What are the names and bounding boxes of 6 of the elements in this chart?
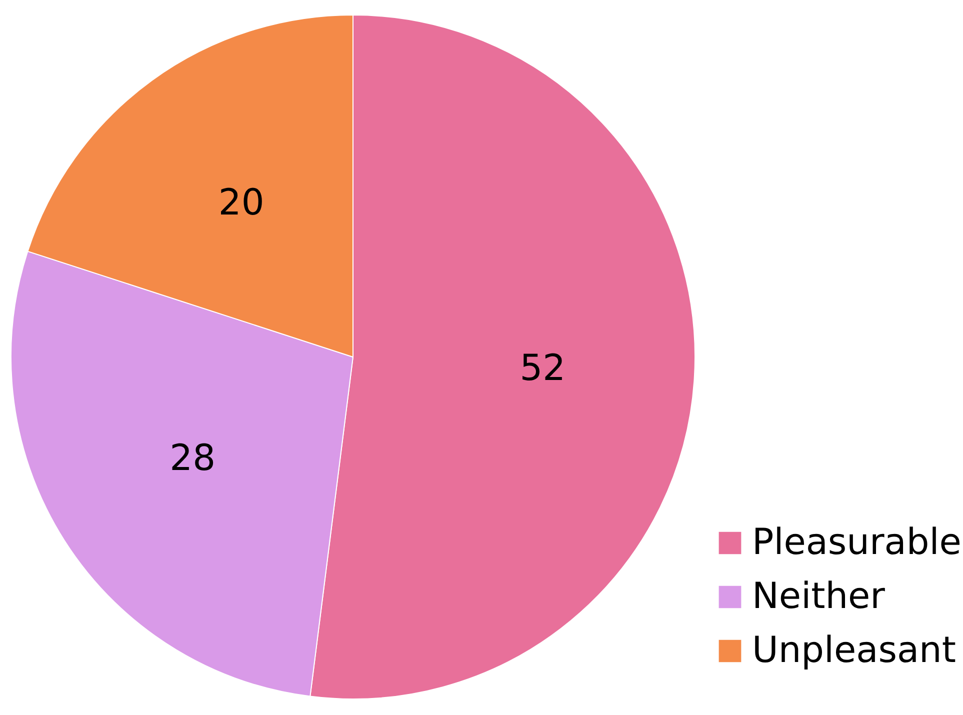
data-label: 52 xyxy=(520,348,566,389)
legend-label: Neither xyxy=(752,576,886,617)
data-label: 28 xyxy=(170,438,216,479)
legend-label: Pleasurable xyxy=(752,522,962,563)
legend-label: Unpleasant xyxy=(752,630,956,671)
data-label: 20 xyxy=(218,182,264,224)
